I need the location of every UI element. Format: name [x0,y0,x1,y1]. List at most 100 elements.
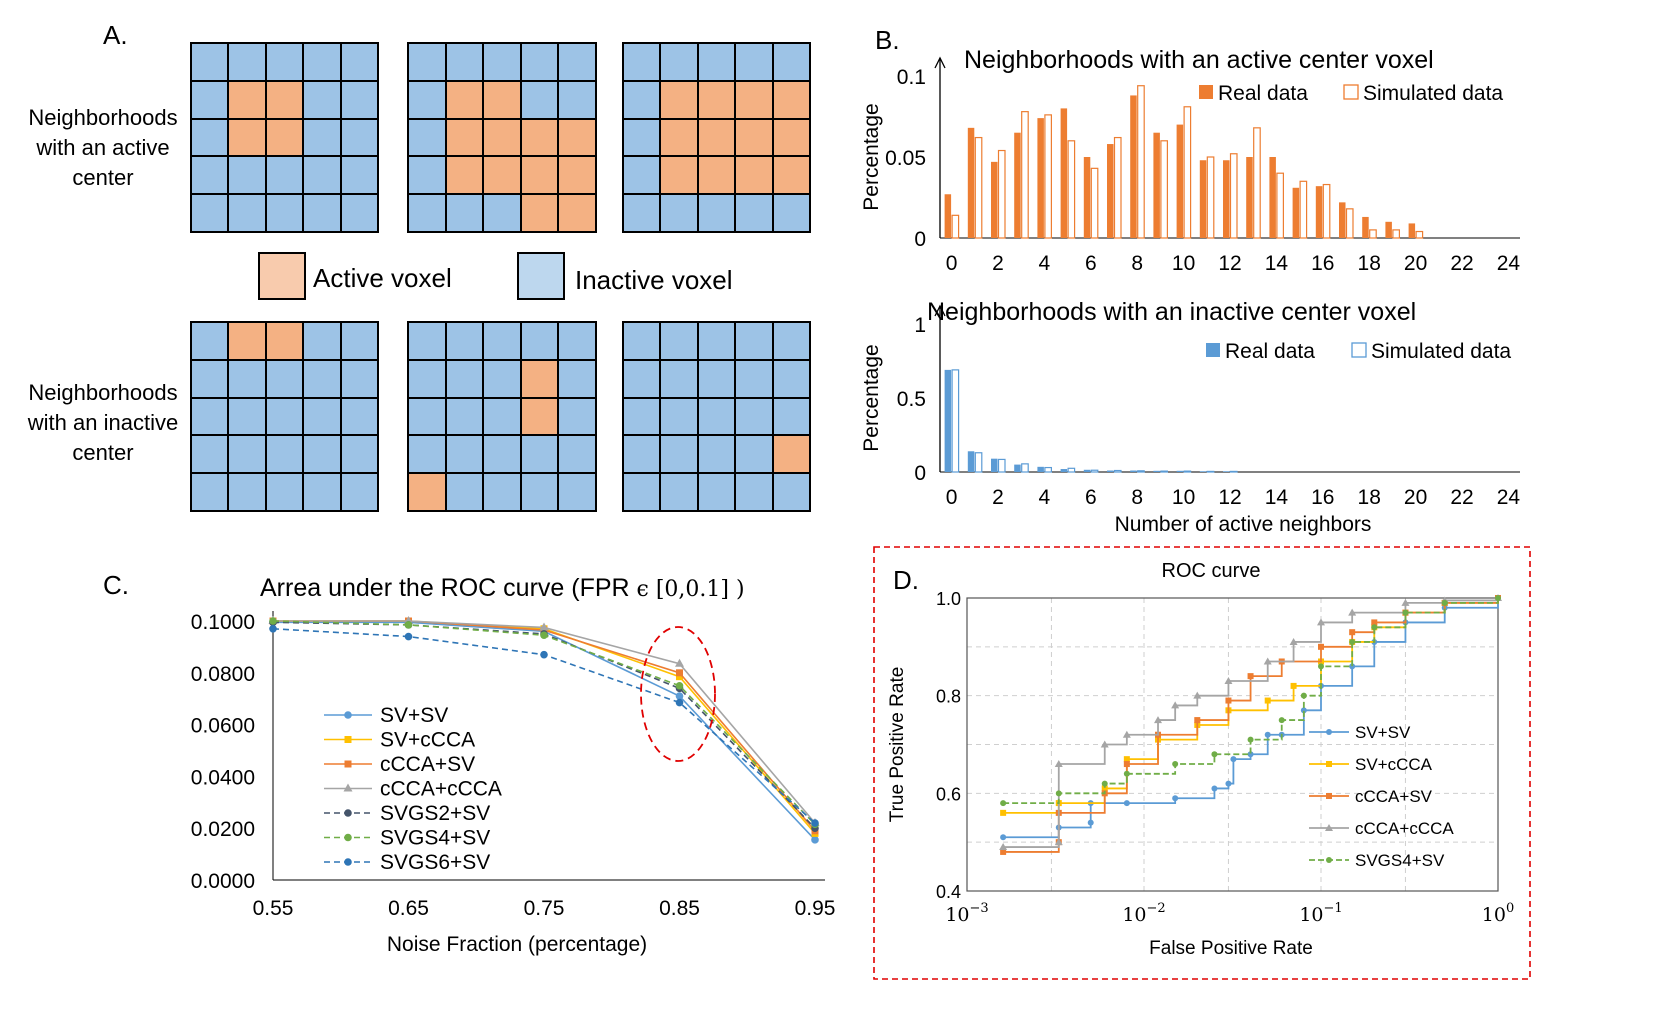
y-axis-label: Percentage [860,103,883,210]
active-voxel [661,157,697,194]
x-tick-label: 22 [1450,486,1473,509]
inactive-voxel [304,81,340,118]
roc-point [1123,761,1130,768]
data-point [811,819,819,827]
inactive-voxel [559,436,595,473]
legend-label: SVGS2+SV [380,802,490,825]
bar-simulated-data [1183,106,1192,239]
inactive-voxel [229,398,265,435]
roc-point [1402,609,1409,616]
neighborhood-grid [190,42,379,233]
x-tick-label: 10 [1172,486,1195,509]
bar-real-data [1408,223,1416,238]
inactive-voxel [304,474,340,510]
inactive-voxel [446,474,483,510]
inactive-voxel [409,119,445,156]
roc-point [1230,756,1237,763]
y-axis-label: Percentage [860,344,883,451]
inactive-voxel [484,44,520,80]
inactive-voxel [341,323,377,359]
panel-label-b: B. [875,25,900,55]
inactive-voxel [409,323,445,359]
bar-real-data [1199,160,1207,238]
x-tick-label: 6 [1085,252,1097,275]
active-voxel [773,157,809,194]
active-voxel [521,360,558,397]
bar-real-data [1176,470,1184,472]
inactive-voxel [559,44,595,80]
chart-title: Neighborhoods with an active center voxe… [964,46,1434,74]
active-voxel [484,119,520,156]
data-point [269,624,277,633]
roc-point [1000,800,1007,807]
bar-real-data [1385,221,1392,238]
bar-simulated-data [1415,230,1424,239]
y-tick-label: 0.1 [897,66,926,89]
inactive-voxel [559,323,595,359]
x-tick-label: 20 [1404,252,1427,275]
x-tick-base: 10 [945,904,969,926]
inactive-voxel [409,360,445,397]
x-tick-label: 12 [1218,486,1241,509]
inactive-voxel [266,474,303,510]
legend-marker [344,711,352,719]
bar-simulated-data [1044,466,1052,473]
legend-marker [343,783,353,792]
inactive-voxel [409,157,445,194]
legend-marker [344,833,352,842]
legend-marker [1326,729,1332,735]
panel-b-histograms: Neighborhoods with an active center voxe… [860,46,1520,536]
inactive-voxel [661,360,697,397]
y-tick-label: 0.8 [936,687,961,707]
inactive-voxel [341,119,377,156]
legend-label: cCCA+SV [380,753,475,776]
active-voxel [661,81,697,118]
inactive-voxel [192,44,228,80]
neighborhood-grid [407,42,597,233]
data-point [540,631,548,640]
inactive-voxel [409,195,445,231]
active-voxel [698,119,735,156]
inactive-voxel [229,157,265,194]
inactive-voxel [304,323,340,359]
inactive-voxel [341,360,377,397]
bar-real-data [1362,216,1369,238]
roc-point [1087,819,1094,826]
inactive-voxel [773,323,809,359]
y-tick-label: 0.05 [885,147,926,170]
inactive-voxel [736,44,772,80]
inactive-voxel [736,360,772,397]
bar-simulated-data [1113,469,1122,473]
inactive-voxel [698,195,735,231]
x-tick-label: 20 [1404,486,1427,509]
active-voxel [736,157,772,194]
row-label-inactive-center: Neighborhoods with an inactive center [8,378,198,468]
neighborhood-grid [190,321,379,512]
inactive-voxel [559,398,595,435]
inactive-voxel [521,323,558,359]
bar-simulated-data [1206,156,1215,239]
roc-point [1123,770,1130,777]
roc-point [1247,736,1254,743]
roc-point [1225,780,1232,787]
inactive-voxel [484,195,520,231]
x-tick-label: 18 [1358,486,1381,509]
legend-marker [1326,793,1332,799]
bar-real-data [967,127,975,238]
inactive-voxel [661,195,697,231]
roc-curve [1003,598,1499,839]
active-voxel [266,81,303,118]
bar-real-data [1107,144,1114,238]
roc-point [1290,682,1297,689]
roc-point [1247,751,1254,758]
active-voxel [559,157,595,194]
legend-inactive-swatch [517,252,565,300]
x-tick-label: 2 [992,252,1004,275]
panel-c-auc-chart: Arrea under the ROC curve (FPR ϵ [0,0.1]… [191,574,836,956]
chart-title: Arrea under the ROC curve (FPR ϵ [0,0.1]… [260,574,745,602]
inactive-voxel [304,398,340,435]
data-point [675,692,684,700]
inactive-voxel [624,119,660,156]
bar-real-data [1060,108,1068,239]
bar-simulated-data [997,149,1006,239]
